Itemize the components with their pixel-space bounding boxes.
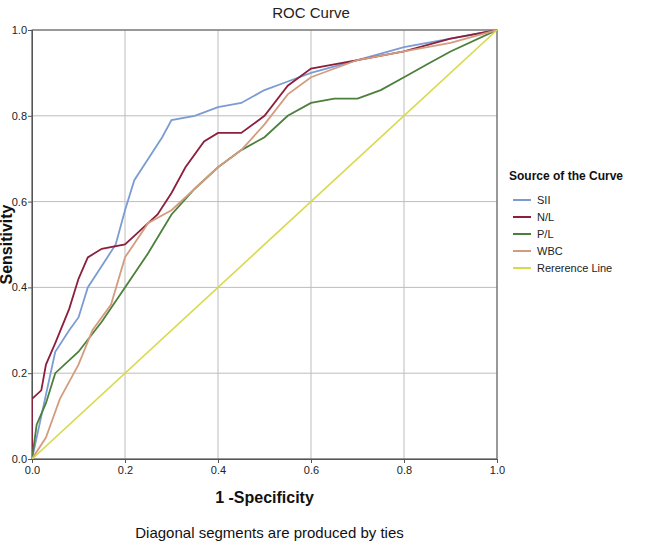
y-tick-mark xyxy=(28,202,32,203)
y-tick-label: 0.8 xyxy=(12,110,27,122)
grid-line-x xyxy=(218,30,219,459)
grid-line-x xyxy=(404,30,405,459)
x-tick-label: 0.6 xyxy=(304,464,319,476)
legend-label: N/L xyxy=(537,211,554,223)
x-tick: 0.4 xyxy=(211,459,226,476)
y-tick: 1.0 xyxy=(12,24,32,36)
x-tick-mark xyxy=(218,459,219,463)
x-axis-line xyxy=(33,460,498,464)
legend-label: SII xyxy=(537,194,550,206)
x-axis: 0.0 0.2 0.4 0.6 0.8 1.0 xyxy=(25,459,505,476)
x-tick: 0.8 xyxy=(397,459,412,476)
x-tick: 0.0 xyxy=(25,459,40,476)
y-tick-label: 1.0 xyxy=(12,24,27,36)
legend-label: WBC xyxy=(537,245,563,257)
chart-svg: 0.00.20.40.60.81.00.00.20.40.60.81.0ROC … xyxy=(0,0,661,552)
legend-label: P/L xyxy=(537,228,554,240)
roc-curve xyxy=(32,30,497,459)
x-tick-label: 0.0 xyxy=(25,464,40,476)
grid-line-y xyxy=(32,373,497,374)
roc-curve xyxy=(32,30,497,459)
y-axis-label: Sensitivity xyxy=(0,204,15,284)
x-tick-label: 0.4 xyxy=(211,464,226,476)
y-tick-label: 0.0 xyxy=(12,453,27,465)
legend-swatch xyxy=(513,216,531,218)
y-tick: 0.0 xyxy=(12,453,32,465)
plot: 0.00.20.40.60.81.00.00.20.40.60.81.0 xyxy=(12,24,505,476)
y-tick-mark xyxy=(28,116,32,117)
roc-curve xyxy=(32,30,497,459)
x-tick-mark xyxy=(404,459,405,463)
x-tick-label: 1.0 xyxy=(490,464,505,476)
x-tick-mark xyxy=(311,459,312,463)
y-axis-line xyxy=(28,31,33,460)
x-tick-label: 0.2 xyxy=(118,464,133,476)
y-tick-mark xyxy=(28,30,32,31)
roc-curve xyxy=(32,30,497,459)
y-tick: 0.2 xyxy=(12,367,32,379)
chart-title: ROC Curve xyxy=(272,4,350,21)
grid-line-y xyxy=(32,201,497,202)
legend-swatch xyxy=(513,267,531,269)
x-axis-label: 1 -Specificity xyxy=(215,489,314,506)
grid-line-y xyxy=(32,287,497,288)
legend: Source of the Curve SII N/L P/L WBC Rererence… xyxy=(509,169,623,274)
x-tick-label: 0.8 xyxy=(397,464,412,476)
y-tick-mark xyxy=(28,287,32,288)
y-tick-mark xyxy=(28,459,32,460)
legend-swatch xyxy=(513,233,531,235)
x-tick: 0.2 xyxy=(118,459,133,476)
legend-swatch xyxy=(513,199,531,201)
legend-title: Source of the Curve xyxy=(509,169,623,183)
grid-line-x xyxy=(311,30,312,459)
y-tick-mark xyxy=(28,373,32,374)
x-tick-mark xyxy=(497,459,498,463)
legend-label: Rererence Line xyxy=(537,262,612,274)
series-lines xyxy=(32,30,497,459)
roc-curve xyxy=(32,30,497,459)
x-tick: 1.0 xyxy=(490,459,505,476)
x-tick: 0.6 xyxy=(304,459,319,476)
y-tick-label: 0.2 xyxy=(12,367,27,379)
legend-swatch xyxy=(513,250,531,252)
plot-frame xyxy=(32,30,497,459)
grid xyxy=(32,30,497,459)
x-tick-mark xyxy=(125,459,126,463)
annotation: Diagonal segments are produced by ties xyxy=(135,524,404,541)
y-tick: 0.8 xyxy=(12,110,32,122)
